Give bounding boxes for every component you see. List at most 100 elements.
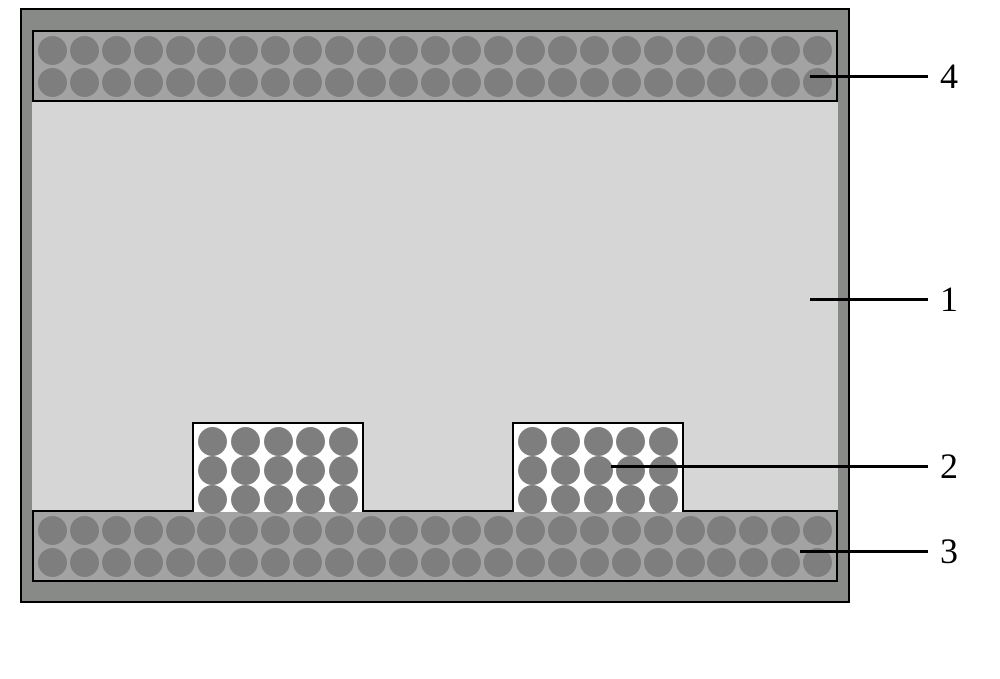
circle-icon [389,516,418,545]
circle-icon [584,427,613,456]
circle-icon [421,36,450,65]
circle-icon [325,68,354,97]
circle-icon [134,548,163,577]
circle-icon [551,485,580,514]
circle-icon [516,68,545,97]
circle-row [38,35,832,65]
circle-icon [197,548,226,577]
circle-icon [584,456,613,485]
circle-icon [551,456,580,485]
circle-icon [551,427,580,456]
circle-icon [229,68,258,97]
circle-icon [166,548,195,577]
circle-icon [707,36,736,65]
circle-icon [739,516,768,545]
circle-icon [548,516,577,545]
circle-icon [293,516,322,545]
circle-row [518,427,678,456]
circle-icon [484,36,513,65]
circle-icon [325,36,354,65]
circle-icon [484,548,513,577]
circle-icon [261,36,290,65]
circle-icon [264,485,293,514]
circle-icon [616,456,645,485]
circle-icon [325,548,354,577]
circle-icon [231,485,260,514]
circle-icon [329,456,358,485]
circle-row [38,67,832,97]
circle-icon [612,36,641,65]
circle-icon [644,548,673,577]
label-4: 4 [940,55,958,97]
label-3: 3 [940,530,958,572]
circle-icon [644,516,673,545]
circle-icon [580,68,609,97]
circle-icon [70,68,99,97]
circle-icon [676,68,705,97]
circle-icon [548,36,577,65]
diagram-container [20,8,850,603]
circle-icon [452,68,481,97]
circle-icon [38,548,67,577]
circle-icon [329,427,358,456]
circle-icon [296,485,325,514]
circle-icon [644,36,673,65]
circle-icon [197,36,226,65]
circle-icon [518,456,547,485]
circle-icon [229,548,258,577]
circle-icon [102,516,131,545]
inner-block-left-layer-2 [192,422,364,512]
circle-icon [452,548,481,577]
circle-icon [293,548,322,577]
circle-row [38,547,832,577]
circle-icon [739,548,768,577]
circle-icon [261,548,290,577]
circle-icon [261,68,290,97]
circle-icon [649,427,678,456]
circle-icon [357,36,386,65]
circle-icon [612,548,641,577]
circle-icon [357,516,386,545]
circle-icon [484,68,513,97]
circle-row [198,427,358,456]
circle-icon [516,36,545,65]
circle-icon [198,485,227,514]
circle-icon [452,516,481,545]
circle-icon [134,68,163,97]
top-band-layer-4 [32,30,838,102]
circle-icon [134,36,163,65]
circle-icon [707,516,736,545]
circle-icon [38,36,67,65]
circle-icon [357,68,386,97]
circle-row [518,485,678,514]
circle-icon [102,68,131,97]
circle-icon [421,548,450,577]
circle-icon [421,68,450,97]
circle-icon [264,427,293,456]
circle-icon [389,548,418,577]
circle-icon [580,516,609,545]
circle-icon [264,456,293,485]
circle-icon [676,36,705,65]
circle-icon [484,516,513,545]
circle-icon [296,456,325,485]
circle-icon [584,485,613,514]
circle-icon [676,548,705,577]
circle-icon [739,68,768,97]
circle-icon [649,456,678,485]
circle-icon [421,516,450,545]
circle-icon [771,516,800,545]
circle-icon [771,36,800,65]
circle-icon [38,516,67,545]
circle-icon [198,456,227,485]
circle-icon [616,427,645,456]
circle-icon [70,36,99,65]
circle-icon [771,548,800,577]
circle-icon [616,485,645,514]
circle-row [198,485,358,514]
circle-icon [676,516,705,545]
circle-icon [612,68,641,97]
circle-icon [707,548,736,577]
circle-icon [518,427,547,456]
circle-icon [516,548,545,577]
